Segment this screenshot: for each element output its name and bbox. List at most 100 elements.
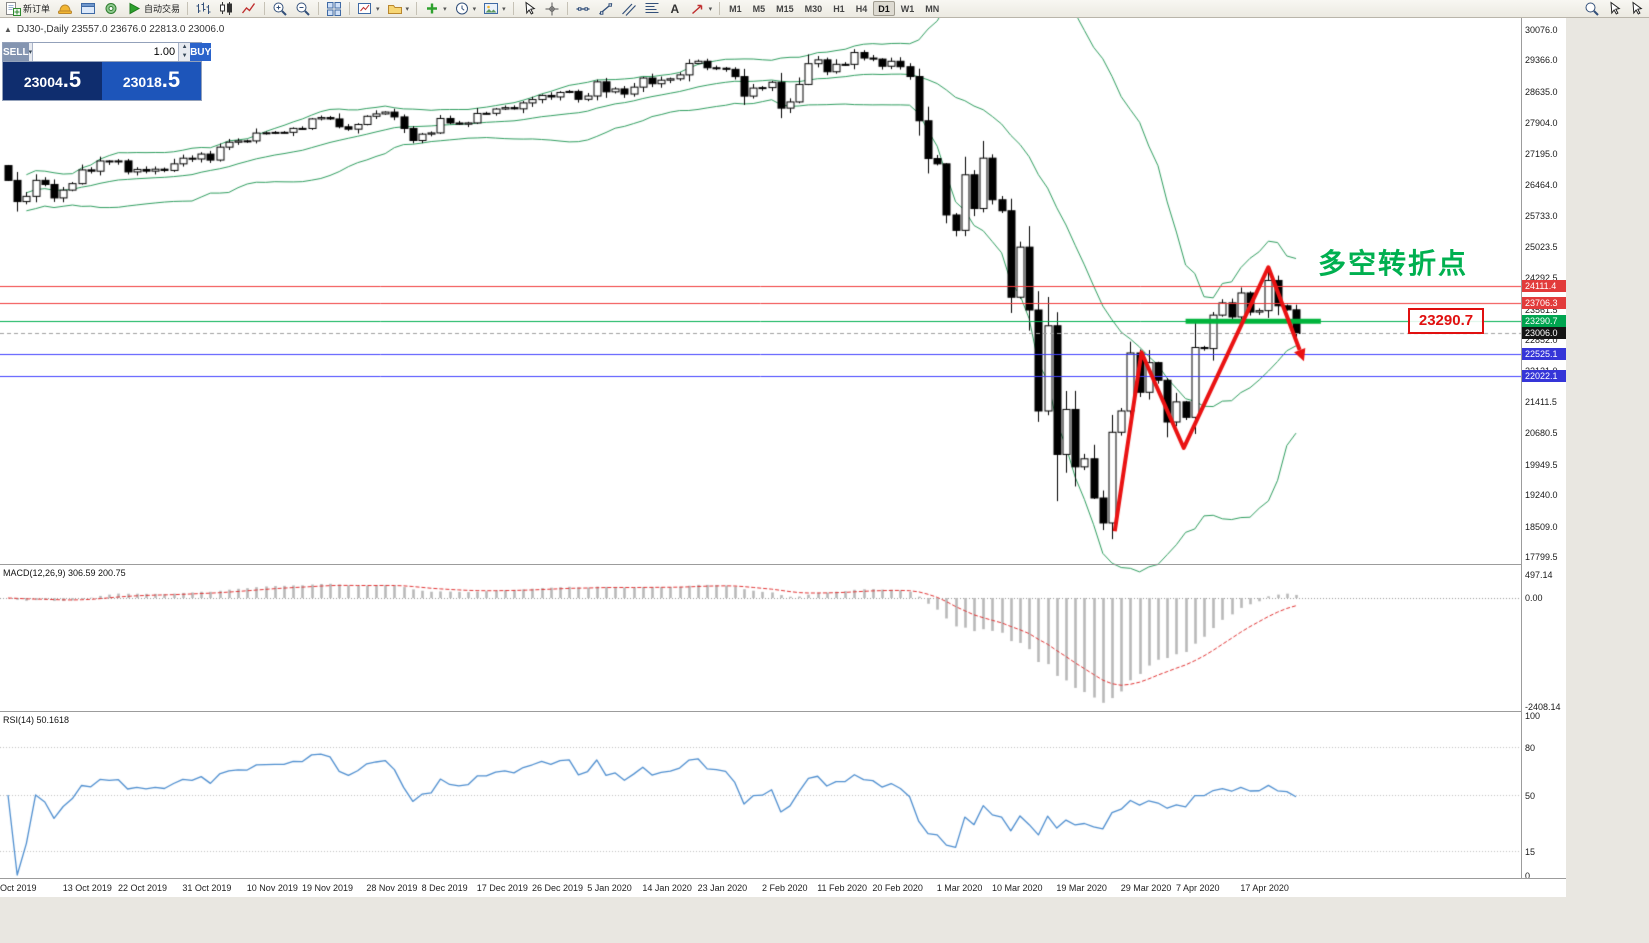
zoom-in-button[interactable] bbox=[269, 0, 291, 17]
price-axis-label: 20680.5 bbox=[1525, 428, 1558, 439]
arrows-button[interactable]: ▾ bbox=[687, 0, 716, 17]
trendline-button[interactable] bbox=[595, 0, 617, 17]
timeframe-m5-button[interactable]: M5 bbox=[748, 1, 771, 16]
date-label: 1 Mar 2020 bbox=[936, 883, 983, 893]
magnifier-icon bbox=[1584, 1, 1600, 16]
clock-icon bbox=[454, 1, 470, 16]
line-chart-button[interactable] bbox=[238, 0, 260, 17]
price-axis-label: 25733.0 bbox=[1525, 211, 1558, 222]
panel-separator-rsi[interactable] bbox=[0, 711, 1566, 712]
level-label-annotation[interactable]: 23290.7 bbox=[1408, 308, 1484, 334]
plus-icon bbox=[424, 1, 440, 16]
pointer-button[interactable] bbox=[1603, 0, 1625, 17]
cursor-icon bbox=[1606, 1, 1622, 16]
search-button[interactable] bbox=[1581, 0, 1603, 17]
price-axis-label: 21411.5 bbox=[1525, 396, 1557, 407]
hat-icon bbox=[57, 1, 73, 16]
timeframe-m1-button[interactable]: M1 bbox=[724, 1, 747, 16]
buy-price-button[interactable]: 23018.5 bbox=[102, 62, 201, 100]
indicators-button[interactable]: ▾ bbox=[421, 0, 450, 17]
grid-icon bbox=[326, 1, 342, 16]
hline-icon bbox=[575, 1, 591, 16]
profiles-button[interactable]: ▾ bbox=[384, 0, 413, 17]
price-axis-label: 19240.0 bbox=[1525, 490, 1558, 501]
rsi-indicator-label: RSI(14) 50.1618 bbox=[3, 715, 70, 725]
trendline-icon bbox=[598, 1, 614, 16]
price-axis-label: 19949.5 bbox=[1525, 459, 1558, 470]
new-order-button[interactable]: 新订单 bbox=[2, 0, 53, 17]
channel-button[interactable] bbox=[618, 0, 640, 17]
price-axis-label: 18509.0 bbox=[1525, 521, 1558, 532]
zoom-out-button[interactable] bbox=[292, 0, 314, 17]
date-label: 10 Nov 2019 bbox=[246, 883, 298, 893]
periods-button[interactable]: ▾ bbox=[451, 0, 480, 17]
buy-button[interactable]: BUY bbox=[190, 43, 212, 61]
turning-point-annotation[interactable]: 多空转折点 bbox=[1318, 248, 1469, 279]
date-label: Oct 2019 bbox=[0, 883, 37, 893]
drag-button[interactable] bbox=[1625, 0, 1647, 17]
macd-axis-label: 497.14 bbox=[1525, 570, 1553, 581]
fibonacci-button[interactable] bbox=[641, 0, 663, 17]
tile-windows-button[interactable] bbox=[323, 0, 345, 17]
newchart-icon bbox=[357, 1, 373, 16]
timeframe-m15-button[interactable]: M15 bbox=[771, 1, 799, 16]
panel-separator-macd[interactable] bbox=[0, 564, 1566, 565]
autotrading-button[interactable]: 自动交易 bbox=[123, 0, 183, 17]
price-axis-label: 23561.5 bbox=[1525, 304, 1558, 315]
cursor-button[interactable] bbox=[518, 0, 540, 17]
price-axis-label: 27195.0 bbox=[1525, 148, 1558, 159]
toolbar-separator bbox=[349, 2, 351, 15]
date-label: 11 Feb 2020 bbox=[817, 883, 868, 893]
date-label: 8 Dec 2019 bbox=[421, 883, 468, 893]
price-tag: 22525.1 bbox=[1522, 348, 1566, 361]
sell-button[interactable]: SELL bbox=[3, 43, 29, 61]
volume-up-button[interactable]: ▲ bbox=[181, 44, 188, 50]
price-axis[interactable]: 30076.0 29366.0 28635.0 27904.0 27195.0 26464… bbox=[1521, 18, 1566, 878]
profiles-icon bbox=[387, 1, 403, 16]
date-label: 19 Mar 2020 bbox=[1056, 883, 1107, 893]
timeframe-h1-button[interactable]: H1 bbox=[828, 1, 850, 16]
date-label: 17 Apr 2020 bbox=[1240, 883, 1289, 893]
bar-chart-button[interactable] bbox=[192, 0, 214, 17]
textA-icon: A bbox=[667, 1, 683, 16]
sell-price-button[interactable]: 23004.5 bbox=[3, 62, 102, 100]
templates-button[interactable]: ▾ bbox=[480, 0, 509, 17]
one-click-toggle-arrow[interactable]: ▲ bbox=[4, 25, 12, 34]
crosshair-button[interactable] bbox=[541, 0, 563, 17]
window-footer bbox=[0, 897, 1649, 943]
price-axis-label: 25023.5 bbox=[1525, 241, 1558, 252]
date-label: 10 Mar 2020 bbox=[992, 883, 1043, 893]
new-chart-button[interactable]: ▾ bbox=[354, 0, 383, 17]
fibo-icon bbox=[644, 1, 660, 16]
timeframe-m30-button[interactable]: M30 bbox=[800, 1, 828, 16]
new-order-icon bbox=[5, 1, 21, 16]
rsi-axis-label: 50 bbox=[1525, 791, 1536, 801]
date-label: 14 Jan 2020 bbox=[642, 883, 692, 893]
metaeditor-button[interactable] bbox=[54, 0, 76, 17]
toolbar-separator bbox=[566, 2, 568, 15]
volume-down-button[interactable]: ▼ bbox=[181, 53, 188, 59]
price-axis-label: 26464.0 bbox=[1525, 180, 1558, 191]
timeframe-w1-button[interactable]: W1 bbox=[896, 1, 920, 16]
chart-window-button[interactable] bbox=[77, 0, 99, 17]
timeframe-d1-button[interactable]: D1 bbox=[873, 1, 895, 16]
text-button[interactable]: A bbox=[664, 0, 686, 17]
rsi-axis-label: 15 bbox=[1525, 847, 1536, 857]
macd-axis-label: -2408.14 bbox=[1525, 702, 1561, 713]
hline-button[interactable] bbox=[572, 0, 594, 17]
toolbar-separator bbox=[416, 2, 418, 15]
navigator-button[interactable] bbox=[100, 0, 122, 17]
timeframe-h4-button[interactable]: H4 bbox=[851, 1, 873, 16]
price-chart-canvas[interactable] bbox=[0, 18, 1521, 878]
volume-input[interactable] bbox=[33, 43, 179, 61]
zoom-out-icon bbox=[295, 1, 311, 16]
volume-dropdown[interactable]: ▾ bbox=[28, 43, 34, 61]
cursor-icon bbox=[1628, 1, 1644, 16]
price-axis-label: 17799.5 bbox=[1525, 552, 1558, 562]
timeframe-mn-button[interactable]: MN bbox=[920, 1, 944, 16]
sell-price-main: 23004 bbox=[23, 74, 63, 90]
toolbar-separator bbox=[264, 2, 266, 15]
candle-chart-button[interactable] bbox=[215, 0, 237, 17]
price-axis-label: 30076.0 bbox=[1525, 25, 1558, 35]
time-axis[interactable]: Oct 2019 13 Oct 2019 22 Oct 2019 31 Oct 201… bbox=[0, 878, 1566, 897]
